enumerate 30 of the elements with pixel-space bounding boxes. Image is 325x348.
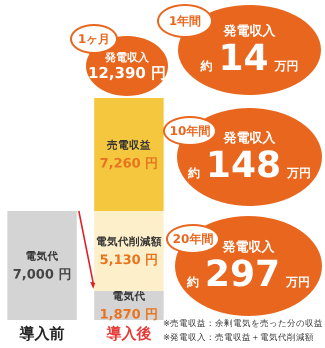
data-label: 5,130 円 xyxy=(100,252,158,268)
series-label: 電気代 xyxy=(112,290,146,302)
data-label: 1,870 円 xyxy=(100,307,158,322)
text: 12,390 円 xyxy=(88,64,166,82)
text: 電気代 xyxy=(26,250,59,263)
text: 約 xyxy=(200,59,212,74)
series-label: 電気代削減額 xyxy=(96,234,162,248)
data-label: 7,260 円 xyxy=(100,156,158,172)
annotation: ※売電収益：余剰電気を売った分の収益 xyxy=(163,318,324,330)
text: 20年間 xyxy=(166,224,220,254)
text: 297 xyxy=(204,254,280,296)
text: 1ヶ月 xyxy=(78,32,110,46)
text: 発電収入 xyxy=(105,50,149,66)
text: 約 xyxy=(186,275,199,290)
x-tick-label: 導入前 xyxy=(18,324,65,342)
text: 約 xyxy=(188,166,200,180)
text: 14 xyxy=(218,38,269,80)
text: 発電収入 xyxy=(224,22,276,40)
text: 1年間 xyxy=(157,4,213,38)
text: 148 xyxy=(206,145,282,186)
text: 発電収入 xyxy=(224,130,276,148)
text: 万円 xyxy=(274,59,299,74)
text: 発電収入 xyxy=(222,238,274,256)
text: 万円 xyxy=(287,166,312,180)
text: ※発電収入：売電収益＋電気代削減額 xyxy=(163,332,314,344)
text: 万円 xyxy=(286,275,310,290)
annotation: 10年間 xyxy=(163,116,217,146)
series-label: 売電収益 xyxy=(106,138,151,152)
x-tick-label: 導入後 xyxy=(105,324,152,342)
data-label: 7,000 円 xyxy=(12,268,72,283)
